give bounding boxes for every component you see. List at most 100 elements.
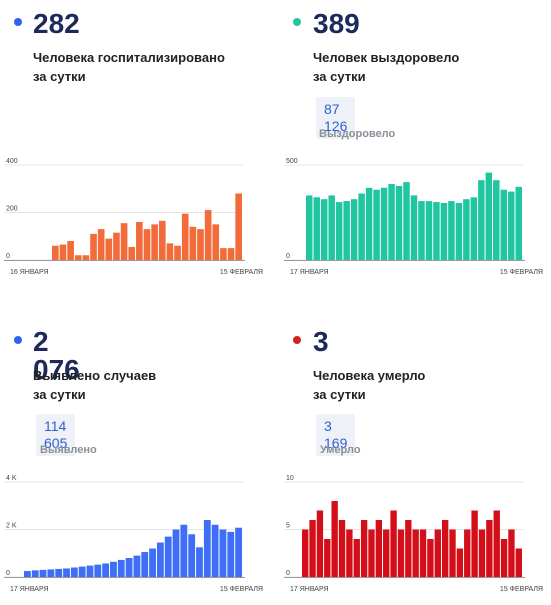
x-start-label: 17 ЯНВАРЯ [290,586,329,593]
bar [86,565,94,577]
y-tick-label: 4 K [6,475,17,482]
bar [449,529,456,577]
bar [500,539,508,577]
bar [52,245,59,260]
bar [164,536,172,577]
bar [397,529,405,577]
bar [117,559,125,577]
x-end-label: 15 ФЕВРАЛЯ [500,269,543,276]
bar [166,243,174,260]
bar [390,510,397,577]
bar [405,520,412,577]
recovered-desc-line1: Человек выздоровело [313,50,460,65]
bar [427,539,434,577]
bar [78,566,86,577]
bar [383,529,390,577]
bar [508,529,515,577]
hospitalized-count: 282 [33,8,80,39]
bar [309,520,316,577]
bar [486,520,493,577]
bar [102,563,110,577]
y-tick-label: 10 [286,475,294,482]
deaths-count: 3 [313,326,329,357]
y-tick-label: 0 [286,570,290,577]
bar [470,197,478,260]
recovered-total-label: Выздоровело [319,128,396,140]
bar [149,548,156,577]
y-tick-label: 0 [286,253,290,260]
bar [70,567,78,577]
deaths-total-value: 3 169 [316,414,356,456]
deaths-dot-icon [293,336,301,344]
bar [434,529,441,577]
bar [395,185,403,260]
bar [133,555,141,577]
bar [316,510,324,577]
x-start-label: 17 ЯНВАРЯ [10,586,49,593]
bar [105,238,113,260]
bar [418,201,425,260]
bar [331,501,338,577]
bar [373,189,380,260]
bar [47,569,55,577]
bar [440,203,448,260]
bar [74,255,82,260]
bar [515,186,522,260]
bar [227,248,235,260]
bar [306,195,313,260]
bar [338,520,346,577]
bar [151,224,158,260]
bar [320,199,328,260]
bar [188,534,196,577]
recovered-dot-icon [293,18,301,26]
hospitalized-desc-line1: Человека госпитализировано [33,50,225,65]
bar [172,529,180,577]
bar [212,224,220,260]
bar [203,520,211,577]
bar [94,564,102,577]
bar [324,539,331,577]
cases-desc-line2: за сутки [33,387,86,402]
bar [508,191,515,260]
bar [380,187,388,260]
bar [39,569,47,577]
deaths-desc-line1: Человека умерло [313,368,426,383]
bar [328,195,335,260]
bar [441,520,449,577]
bar [31,570,39,577]
bar [463,199,470,260]
bar [120,223,128,260]
y-tick-label: 0 [6,570,10,577]
y-tick-label: 2 K [6,523,17,530]
bar [211,524,219,577]
cases-total-value: 114 605 [36,414,76,456]
bar [346,529,353,577]
hospitalized-desc-line2: за сутки [33,69,86,84]
bar [388,184,395,260]
x-end-label: 15 ФЕВРАЛЯ [500,586,543,593]
bar [196,547,203,577]
bar [448,201,455,260]
bar [189,226,197,260]
bar [156,542,164,577]
bar [141,552,149,577]
bar [227,531,235,577]
bar [493,180,500,260]
bar [174,245,181,260]
recovered-desc-line2: за сутки [313,69,366,84]
cases-chart: 0 2 K 4 K 17 ЯНВАРЯ 15 ФЕВРАЛЯ [4,475,263,593]
bar [375,520,383,577]
x-end-label: 15 ФЕВРАЛЯ [220,269,263,276]
hospitalized-chart: 0 200 400 16 ЯНВАРЯ 15 ФЕВРАЛЯ [4,158,263,276]
deaths-chart: 0 5 10 17 ЯНВАРЯ 15 ФЕВРАЛЯ [284,475,543,593]
bar [478,180,485,260]
bar [313,197,320,260]
y-tick-label: 200 [6,206,18,213]
bar [478,529,486,577]
bar [197,229,204,260]
bar [302,529,309,577]
bar [204,210,212,260]
x-start-label: 16 ЯНВАРЯ [10,269,49,276]
bar [433,202,440,260]
bar [515,548,522,577]
